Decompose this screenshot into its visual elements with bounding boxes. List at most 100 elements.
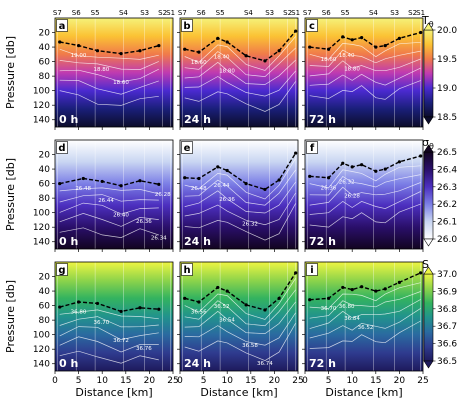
mixed-layer-point (263, 59, 267, 63)
mixed-layer-point (374, 169, 378, 173)
panel-field (305, 262, 423, 371)
contour-label: 18.80 (93, 67, 109, 73)
mixed-layer-point (294, 271, 298, 275)
station-label: S7 (303, 9, 312, 17)
x-axis-label: Distance [km] (325, 386, 402, 399)
station-label: S2 (408, 9, 417, 17)
mixed-layer-point (244, 303, 248, 307)
panel-e: 26.48 26.44 26.36 26.32 e 24 h (177, 139, 299, 252)
station-label: S1 (166, 9, 175, 17)
mixed-layer-point (383, 167, 387, 171)
panel-field (305, 140, 423, 249)
mixed-layer-point (100, 179, 104, 184)
colorbar-tick-label: 26.1 (437, 218, 457, 228)
panel-frame (304, 139, 424, 250)
x-tick-label: 0 (52, 376, 58, 386)
x-tick-label: 20 (269, 376, 281, 386)
contour-line (184, 192, 296, 226)
mixed-layer-point (183, 47, 187, 51)
contour-line (59, 213, 159, 227)
mixed-layer-point (327, 176, 331, 180)
mixed-layer-point (197, 176, 201, 181)
contour-label: 36.52 (214, 304, 230, 310)
contour-line (59, 60, 159, 70)
station-label: S5 (91, 9, 100, 17)
panel-field (180, 18, 298, 127)
station-label: S5 (341, 9, 350, 17)
contour-line (184, 36, 296, 71)
mixed-layer-point (225, 40, 229, 44)
mixed-layer-point (383, 44, 387, 48)
mixed-layer-point (225, 168, 229, 173)
x-tick-label: 15 (370, 376, 381, 386)
mixed-layer-line (184, 30, 297, 62)
panel-field (55, 18, 173, 127)
y-tick-label: 140 (33, 238, 50, 248)
contour-label: 18.60 (191, 60, 207, 66)
colorbar-tick-label: 26.5 (437, 148, 457, 158)
mixed-layer-point (216, 36, 220, 40)
colorbar-min-arrow (423, 360, 434, 369)
contour-label: 18.60 (113, 80, 129, 86)
contour-label: 36.58 (242, 343, 258, 349)
contour-line (184, 301, 296, 334)
y-tick-label: 40 (39, 287, 51, 297)
mixed-layer-point (374, 289, 378, 293)
mixed-layer-point (308, 298, 312, 302)
station-label: S4 (119, 9, 128, 17)
mixed-layer-point (374, 45, 378, 49)
panel-letter: b (183, 21, 190, 32)
x-tick-label: 5 (326, 376, 332, 386)
mixed-layer-point (350, 38, 354, 42)
station-label: S1 (291, 9, 300, 17)
contour-label: 36.84 (344, 316, 360, 322)
y-tick-label: 80 (39, 194, 51, 204)
colorbar-max-arrow (423, 266, 434, 275)
colorbar-tick-label: 26.0 (437, 235, 457, 245)
y-tick-label: 80 (39, 72, 51, 82)
panel-frame (304, 261, 424, 372)
contour-label: 19.00 (71, 53, 87, 59)
panel-b: 18.60 18.40 18.80 b 24 h (177, 17, 299, 130)
mixed-layer-point (77, 300, 81, 304)
x-tick-label: 10 (346, 376, 358, 386)
colorbar-max-arrow (423, 22, 434, 31)
y-tick-label: 60 (39, 180, 51, 190)
mixed-layer-point (350, 288, 354, 292)
mixed-layer-point (138, 179, 142, 183)
y-tick-label: 20 (39, 29, 51, 39)
contour-label: 26.48 (75, 186, 91, 192)
contour-label: 26.32 (339, 180, 355, 186)
contour-label: 36.70 (93, 320, 109, 326)
panel-frame (179, 17, 299, 128)
contour-label: 26.28 (344, 193, 360, 199)
panel-field (55, 140, 173, 249)
mixed-layer-point (95, 301, 100, 306)
contour-label: 18.40 (214, 55, 230, 61)
station-label: S3 (265, 9, 274, 17)
contour-line (184, 181, 296, 214)
mixed-layer-point (277, 49, 281, 53)
y-tick-label: 140 (33, 360, 50, 370)
y-tick-label: 20 (39, 151, 51, 161)
contour-label: 26.28 (155, 192, 171, 198)
mixed-layer-point (138, 306, 142, 310)
x-tick-label: 5 (201, 376, 207, 386)
contour-line (184, 169, 296, 206)
colorbar-tick-label: 19.0 (437, 84, 457, 94)
station-label: S2 (283, 9, 292, 17)
panel-letter-box (181, 263, 193, 276)
station-label: S6 (197, 9, 206, 17)
panel-field (55, 262, 173, 371)
contour-line (59, 316, 159, 328)
time-label: 72 h (309, 357, 336, 370)
panel-letter-box (306, 141, 318, 154)
y-tick-label: 140 (33, 116, 50, 126)
contour-line (59, 68, 159, 83)
mixed-layer-point (327, 47, 331, 51)
contour-label: 36.80 (71, 310, 87, 316)
panel-letter: f (310, 143, 315, 154)
mixed-layer-point (157, 182, 161, 186)
